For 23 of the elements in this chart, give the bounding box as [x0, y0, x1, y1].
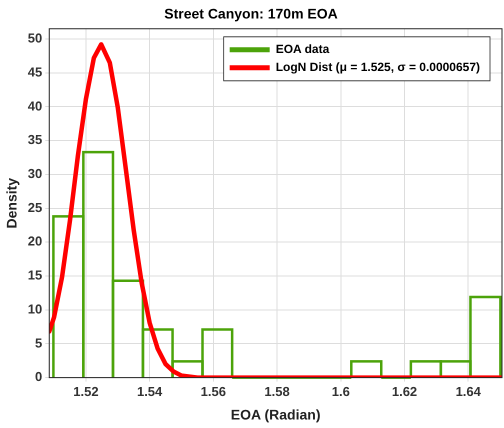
y-tick-label: 50 — [28, 30, 42, 46]
x-axis-title: EOA (Radian) — [230, 406, 320, 422]
x-tick-label: 1.52 — [73, 384, 99, 399]
x-tick-label: 1.62 — [392, 384, 418, 399]
y-tick-label: 10 — [28, 301, 42, 316]
x-tick-label: 1.64 — [456, 384, 482, 399]
y-tick-label: 35 — [28, 132, 42, 148]
y-axis-title: Density — [3, 178, 20, 228]
y-tick-label: 5 — [35, 335, 42, 350]
y-tick-label: 25 — [28, 200, 42, 215]
y-tick-label: 0 — [35, 369, 42, 384]
y-tick-label: 20 — [28, 234, 42, 249]
legend-label: EOA data — [276, 42, 330, 56]
x-tick-label: 1.56 — [200, 384, 226, 399]
chart-title: Street Canyon: 170m EOA — [164, 5, 338, 22]
x-tick-label: 1.54 — [136, 384, 164, 399]
x-tick-label: 1.58 — [264, 384, 290, 399]
y-tick-label: 45 — [28, 64, 42, 80]
legend-label: LogN Dist (μ = 1.525, σ = 0.0000657) — [276, 60, 480, 74]
y-tick-label: 30 — [28, 166, 42, 181]
x-tick-label: 1.6 — [332, 384, 350, 399]
y-tick-label: 40 — [28, 98, 42, 114]
y-tick-label: 15 — [28, 268, 42, 283]
